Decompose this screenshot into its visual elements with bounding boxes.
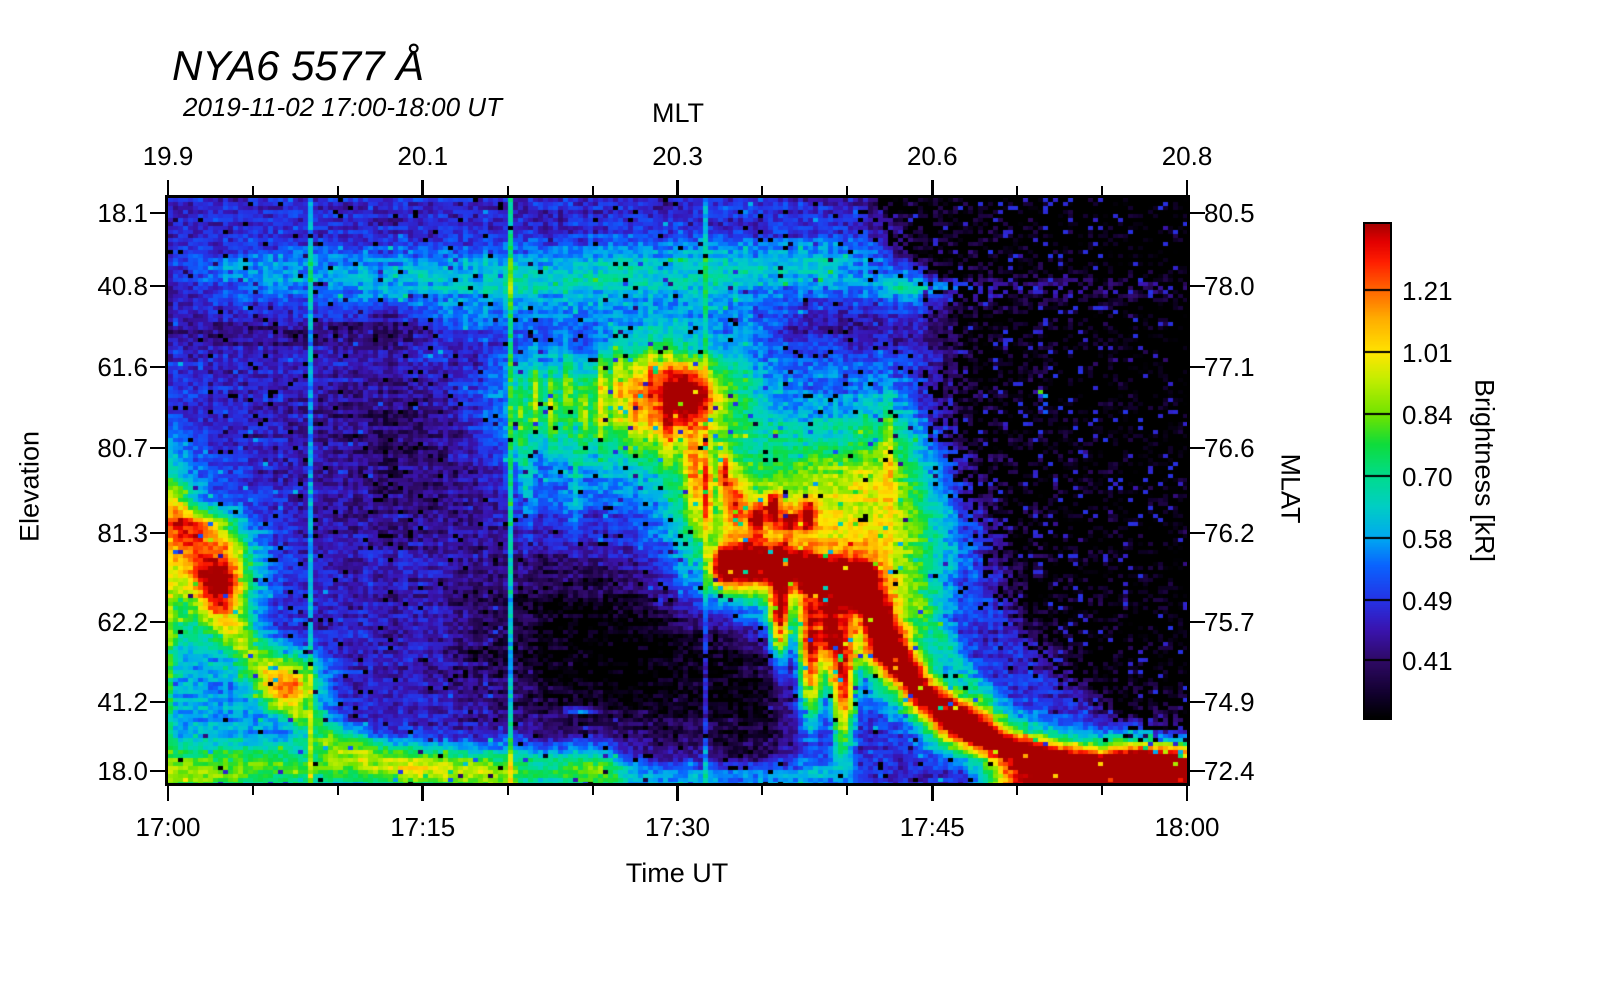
top-axis-major-tick — [166, 180, 170, 195]
y-right-axis-tick — [1190, 700, 1205, 704]
y-right-tick-label: 80.5 — [1204, 197, 1255, 228]
y-left-tick-label: 61.6 — [97, 352, 148, 382]
y-right-tick-label: 78.0 — [1204, 270, 1255, 301]
x-axis-minor-tick — [761, 786, 764, 795]
bottom-axis-title: Time UT — [625, 858, 729, 888]
y-right-tick-label: 76.2 — [1204, 517, 1255, 548]
colorbar-frame — [1363, 222, 1392, 720]
y-right-axis-tick — [1190, 446, 1205, 450]
top-axis-tick-label: 20.1 — [397, 141, 449, 171]
top-axis-minor-tick — [336, 186, 339, 195]
colorbar-tick-label: 0.49 — [1402, 585, 1453, 616]
y-left-axis-tick — [150, 211, 165, 215]
top-axis-tick-label: 20.6 — [906, 141, 958, 171]
colorbar-tick-label: 0.58 — [1402, 523, 1453, 554]
x-axis-minor-tick — [251, 786, 254, 795]
x-axis-minor-tick — [591, 786, 594, 795]
y-left-axis-tick — [150, 446, 165, 450]
x-axis-major-tick — [676, 786, 679, 801]
y-right-axis-tick — [1190, 769, 1205, 773]
x-axis-minor-tick — [506, 786, 509, 795]
top-axis-minor-tick — [761, 186, 764, 195]
y-right-tick-label: 75.7 — [1204, 607, 1255, 637]
y-right-tick-label: 74.9 — [1204, 686, 1255, 717]
y-right-axis-tick — [1190, 620, 1205, 624]
y-left-axis-tick — [150, 769, 165, 773]
x-axis-tick-label: 18:00 — [1154, 812, 1220, 842]
plot-frame — [165, 195, 1190, 786]
y-right-tick-label: 76.6 — [1204, 433, 1255, 464]
y-right-tick-label: 77.1 — [1204, 352, 1255, 382]
y-left-tick-label: 81.3 — [97, 517, 148, 548]
y-right-axis-tick — [1190, 284, 1205, 288]
top-axis-minor-tick — [846, 186, 849, 195]
y-right-axis-tick — [1190, 365, 1205, 369]
top-axis-major-tick — [421, 180, 425, 195]
top-axis-tick-label: 20.3 — [652, 141, 703, 171]
colorbar-tick-label: 0.41 — [1402, 646, 1453, 676]
x-axis-minor-tick — [1016, 786, 1019, 795]
left-axis-title: Elevation — [14, 430, 45, 543]
top-axis-tick-label: 19.9 — [142, 141, 194, 171]
x-axis-major-tick — [166, 786, 170, 801]
y-right-axis-tick — [1190, 211, 1205, 215]
y-left-axis-tick — [150, 284, 165, 288]
top-axis-tick-label: 20.8 — [1161, 141, 1213, 171]
x-axis-major-tick — [930, 786, 934, 801]
colorbar-tick-label: 0.84 — [1402, 399, 1453, 430]
x-axis-tick-label: 17:45 — [899, 812, 965, 842]
y-left-tick-label: 18.0 — [97, 756, 148, 786]
y-right-axis-tick — [1190, 531, 1205, 535]
top-axis-minor-tick — [251, 186, 254, 195]
y-left-tick-label: 80.7 — [97, 433, 148, 464]
x-axis-tick-label: 17:15 — [390, 812, 456, 842]
colorbar-canvas — [1365, 224, 1390, 718]
top-axis-minor-tick — [506, 186, 509, 195]
top-axis-minor-tick — [591, 186, 594, 195]
x-axis-tick-label: 17:00 — [135, 812, 201, 842]
x-axis-tick-label: 17:30 — [644, 812, 711, 842]
y-left-axis-tick — [150, 365, 165, 369]
keogram-heatmap-canvas — [168, 198, 1187, 783]
top-axis-minor-tick — [1016, 186, 1019, 195]
y-left-axis-tick — [150, 620, 165, 624]
top-axis-title: MLT — [652, 98, 704, 128]
figure-subtitle: 2019-11-02 17:00-18:00 UT — [183, 92, 502, 122]
colorbar-tick-label: 1.01 — [1402, 337, 1453, 368]
y-left-tick-label: 40.8 — [97, 270, 148, 301]
y-left-tick-label: 18.1 — [97, 197, 148, 228]
top-axis-major-tick — [1185, 180, 1189, 195]
right-axis-title: MLAT — [1275, 453, 1306, 524]
colorbar-tick-label: 1.21 — [1402, 275, 1453, 306]
y-left-tick-label: 41.2 — [97, 686, 148, 717]
y-right-tick-label: 72.4 — [1204, 756, 1255, 786]
top-axis-major-tick — [930, 180, 934, 195]
top-axis-major-tick — [676, 180, 679, 195]
x-axis-major-tick — [1185, 786, 1189, 801]
y-left-axis-tick — [150, 700, 165, 704]
x-axis-minor-tick — [336, 786, 339, 795]
x-axis-major-tick — [421, 786, 425, 801]
top-axis-minor-tick — [1101, 186, 1104, 195]
colorbar-tick-label: 0.70 — [1402, 461, 1453, 492]
x-axis-minor-tick — [1101, 786, 1104, 795]
figure-title: NYA6 5577 Å — [172, 42, 425, 89]
y-left-tick-label: 62.2 — [97, 607, 148, 637]
y-left-axis-tick — [150, 531, 165, 535]
x-axis-minor-tick — [846, 786, 849, 795]
